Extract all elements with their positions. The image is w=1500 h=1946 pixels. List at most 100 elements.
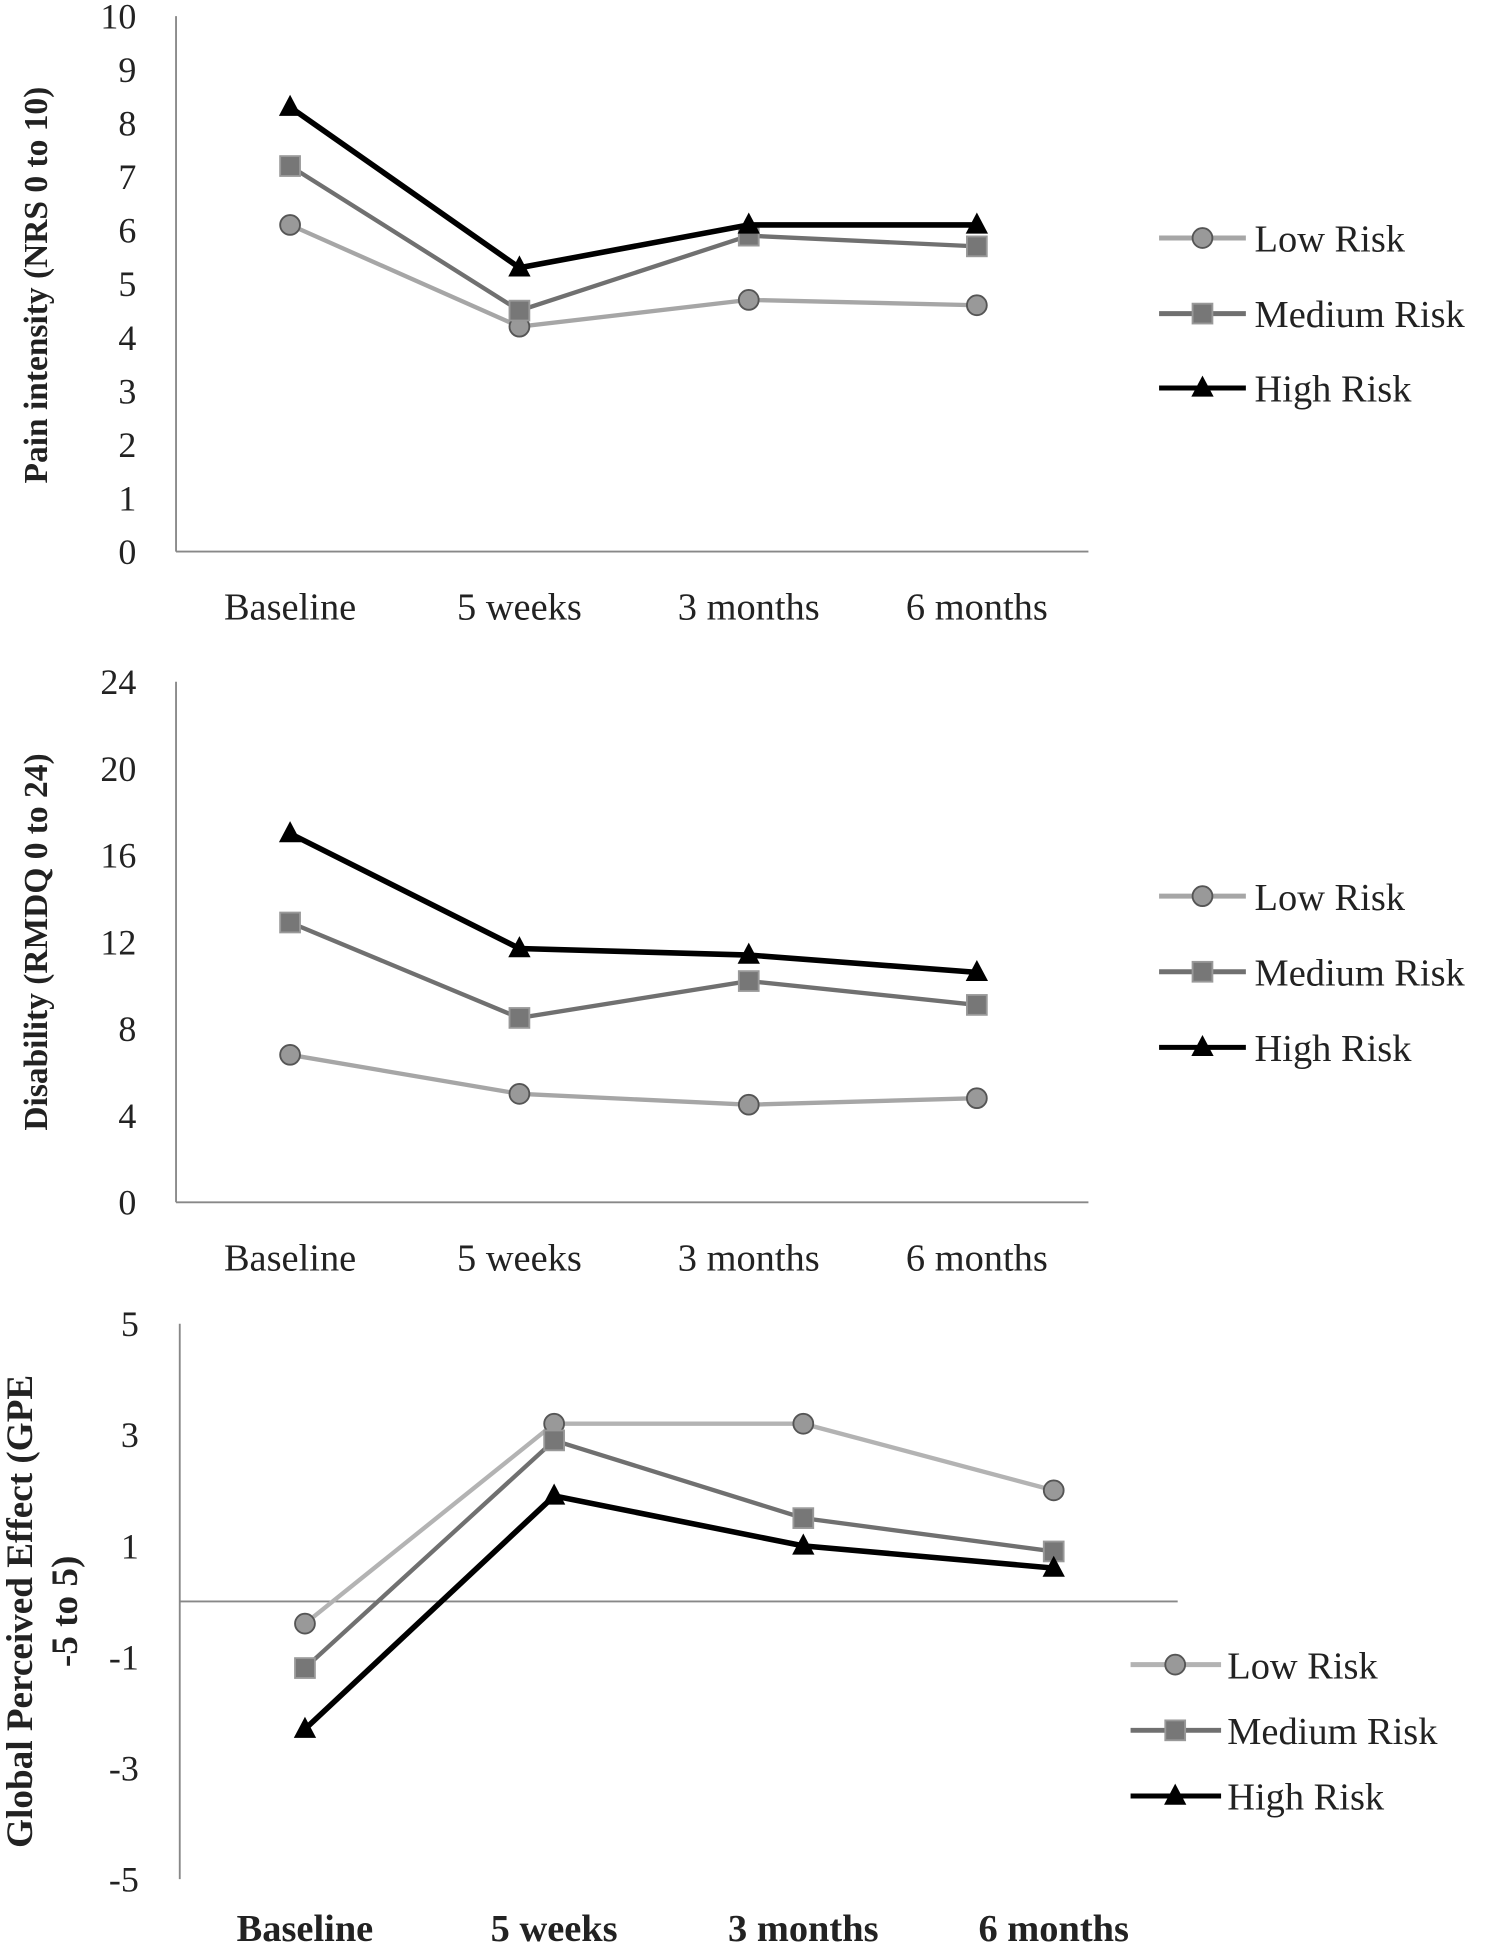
chart-3: -5 -3 -1 1 3 5 Baseline 5 weeks 3 months 6 months… (0, 1304, 1438, 1946)
legend-item: Medium Risk (1159, 294, 1466, 336)
x-tick-label: 6 months (978, 1908, 1129, 1946)
data-point (966, 235, 988, 258)
y-tick-label: 8 (118, 104, 136, 144)
y-tick-label: 12 (100, 922, 136, 962)
legend-item: High Risk (1130, 1777, 1385, 1819)
legend-marker (1191, 1034, 1214, 1057)
legend-label: Medium Risk (1255, 952, 1466, 994)
series-medium-risk (294, 1429, 1065, 1679)
legend-item: Medium Risk (1159, 952, 1466, 994)
x-tick-label: 5 weeks (457, 1237, 582, 1279)
data-point (966, 294, 988, 317)
y-tick-label: 0 (118, 1183, 136, 1223)
legend-item: Medium Risk (1130, 1711, 1438, 1753)
data-point (293, 1716, 317, 1738)
data-point (542, 1483, 566, 1505)
legend-marker (1191, 885, 1214, 907)
legend-item: High Risk (1159, 369, 1412, 411)
series-low-risk (279, 1043, 988, 1116)
data-point (792, 1412, 815, 1435)
data-point (737, 942, 760, 964)
y-axis-label: Pain intensity (NRS 0 to 10) (18, 87, 55, 484)
data-point (278, 94, 302, 116)
chart-2: 0 4 8 12 16 20 24 Baseline 5 weeks 3 months 6 mont… (18, 662, 1465, 1279)
y-tick-label: 3 (121, 1415, 139, 1455)
y-tick-label: 10 (100, 0, 136, 37)
y-tick-label: -3 (109, 1748, 139, 1788)
legend-marker (1164, 1653, 1187, 1676)
legend-label: Low Risk (1255, 877, 1406, 919)
data-point (294, 1657, 316, 1679)
series-high-risk (278, 94, 989, 277)
series-high-risk (293, 1483, 1065, 1738)
y-tick-label: 1 (121, 1526, 139, 1566)
data-point (737, 1093, 760, 1116)
series-line (289, 1052, 977, 1107)
legend-item: High Risk (1159, 1028, 1412, 1070)
y-tick-label: 0 (118, 532, 136, 572)
legend-label: Medium Risk (1255, 294, 1466, 336)
series-low-risk (294, 1412, 1065, 1635)
data-point (737, 970, 760, 992)
y-axis-label: Global Perceived Effect (GPE (0, 1375, 41, 1848)
series-high-risk (278, 821, 989, 982)
y-tick-label: 6 (118, 211, 136, 251)
data-point (1042, 1479, 1065, 1502)
legend-label: High Risk (1255, 1028, 1413, 1070)
data-point (965, 959, 989, 982)
legend-label: Low Risk (1255, 219, 1406, 261)
y-tick-label: 4 (118, 1096, 136, 1136)
series-medium-risk (279, 155, 988, 322)
data-point (792, 1507, 815, 1529)
legend-marker (1191, 375, 1214, 397)
series-line (303, 1437, 1055, 1670)
legend-label: High Risk (1227, 1777, 1385, 1819)
data-point (965, 212, 989, 234)
x-tick-label: 5 weeks (457, 587, 582, 629)
legend-marker (1191, 960, 1214, 983)
legend-label: Medium Risk (1227, 1711, 1438, 1753)
legend-marker (1191, 227, 1214, 249)
legend-marker (1164, 1783, 1187, 1805)
data-point (279, 911, 301, 934)
data-point (508, 936, 531, 958)
y-tick-label: 20 (100, 749, 136, 789)
x-tick-label: 6 months (906, 1237, 1048, 1279)
y-tick-label: -5 (109, 1859, 139, 1899)
y-tick-label: 2 (118, 425, 136, 465)
data-point (737, 289, 760, 311)
series-line (288, 104, 977, 271)
series-line (303, 1492, 1054, 1732)
data-point (278, 821, 302, 843)
legend-label: High Risk (1255, 369, 1413, 411)
data-point (508, 255, 531, 277)
chart-1: 0 1 2 3 4 5 6 7 8 9 10 Baseline 5 weeks 3 months 6 mon… (18, 0, 1465, 629)
data-point (792, 1533, 815, 1555)
legend-label: Low Risk (1227, 1645, 1378, 1687)
series-line (288, 164, 977, 313)
series-line (303, 1421, 1055, 1626)
y-axis-label: Disability (RMDQ 0 to 24) (18, 753, 55, 1130)
y-tick-label: 4 (118, 318, 136, 358)
x-tick-label: Baseline (237, 1908, 374, 1946)
y-tick-label: 8 (118, 1009, 136, 1049)
y-tick-label: -1 (109, 1637, 139, 1677)
y-tick-label: 5 (121, 1304, 139, 1344)
x-tick-label: 6 months (906, 587, 1048, 629)
y-tick-label: 24 (100, 662, 136, 702)
series-medium-risk (279, 911, 988, 1029)
data-point (508, 1007, 531, 1029)
x-tick-label: Baseline (224, 587, 356, 629)
series-line (288, 831, 978, 976)
x-tick-label: 3 months (678, 1237, 820, 1279)
data-point (543, 1429, 565, 1452)
legend-item: Low Risk (1159, 877, 1406, 919)
data-point (294, 1612, 316, 1635)
series-line (289, 222, 977, 329)
legend-item: Low Risk (1130, 1645, 1379, 1687)
y-axis-label: -5 to 5) (45, 1556, 86, 1667)
x-tick-label: 3 months (728, 1908, 879, 1946)
y-tick-label: 9 (118, 50, 136, 90)
data-point (279, 1043, 301, 1066)
